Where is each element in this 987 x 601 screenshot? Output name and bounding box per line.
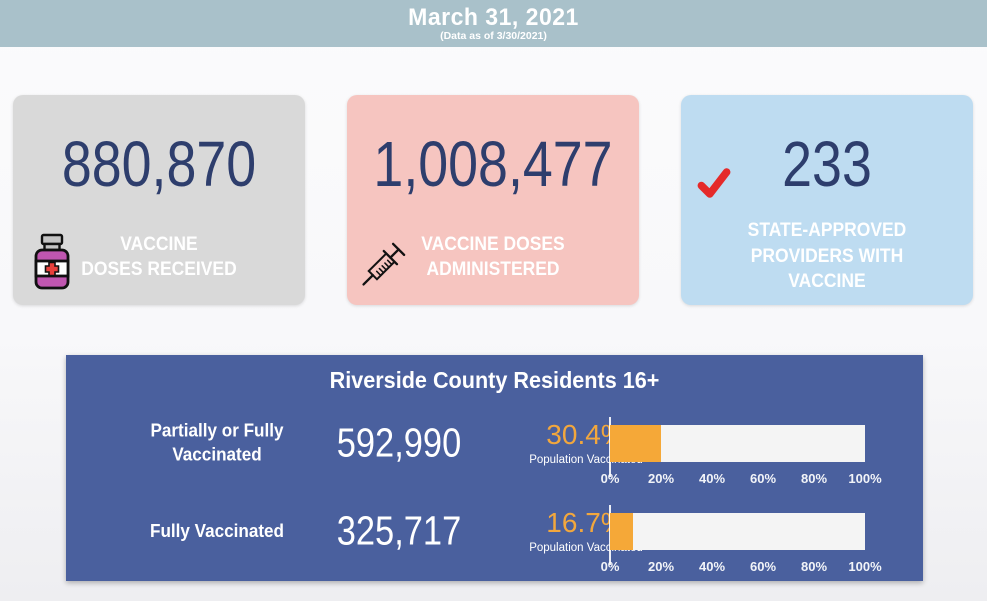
axis-tick-label: 80%: [800, 471, 828, 486]
syringe-icon: [355, 231, 417, 293]
axis-tick-label: 100%: [848, 559, 882, 574]
label-line: ADMINISTERED: [426, 259, 560, 281]
axis-tick-label: 40%: [698, 471, 726, 486]
axis-tick-label: 100%: [848, 471, 882, 486]
approved-providers-label: STATE-APPROVED PROVIDERS WITH VACCINE: [693, 218, 962, 295]
doses-received-label: VACCINE DOSES RECEIVED: [25, 232, 294, 283]
label-line: Partially or Fully: [150, 420, 284, 441]
axis-tick-label: 80%: [800, 559, 828, 574]
card-approved-providers: 233 STATE-APPROVED PROVIDERS WITH VACCIN…: [681, 95, 973, 305]
row-fully-vaccinated: Fully Vaccinated 325,717 16.7% Populatio…: [66, 491, 923, 574]
bar-track: [610, 513, 865, 550]
population-vaccinated-bar: 0% 20% 40% 60% 80% 100%: [601, 417, 882, 486]
row-count-value: 592,990: [336, 419, 462, 466]
row-label: Partially or Fully Vaccinated: [108, 419, 327, 468]
doses-received-value: 880,870: [61, 128, 257, 200]
card-doses-received: 880,870 VACCINE DOSES RECEIVED: [13, 95, 305, 305]
report-date: March 31, 2021: [408, 4, 579, 31]
label-line: PROVIDERS WITH: [750, 245, 904, 267]
axis-tick-label: 0%: [600, 559, 620, 574]
bar-axis-ticks: 0% 20% 40% 60% 80% 100%: [601, 559, 882, 575]
panel-title: Riverside County Residents 16+: [329, 367, 660, 393]
bar-axis-ticks: 0% 20% 40% 60% 80% 100%: [601, 471, 882, 487]
axis-tick-label: 0%: [600, 471, 620, 486]
bar-fill: [610, 425, 661, 462]
label-line: VACCINE: [120, 233, 198, 255]
axis-tick-label: 60%: [749, 471, 777, 486]
doses-administered-label: VACCINE DOSES ADMINISTERED: [359, 232, 628, 283]
medicine-bottle-icon: [33, 233, 71, 291]
label-line: DOSES RECEIVED: [81, 259, 237, 281]
label-line: VACCINE: [788, 271, 866, 293]
row-label: Fully Vaccinated: [108, 519, 327, 543]
row-count-value: 325,717: [336, 507, 462, 554]
data-as-of-note: (Data as of 3/30/2021): [440, 30, 547, 42]
axis-tick-label: 60%: [749, 559, 777, 574]
residents-panel: Riverside County Residents 16+ Partially…: [66, 355, 923, 581]
row-partially-or-fully-vaccinated: Partially or Fully Vaccinated 592,990 30…: [66, 403, 923, 486]
bar-fill: [610, 513, 633, 550]
card-doses-administered: 1,008,477: [347, 95, 639, 305]
axis-tick-label: 40%: [698, 559, 726, 574]
label-line: Fully Vaccinated: [149, 520, 285, 541]
doses-administered-value: 1,008,477: [373, 128, 613, 200]
label-line: STATE-APPROVED: [747, 220, 907, 242]
population-vaccinated-bar: 0% 20% 40% 60% 80% 100%: [601, 505, 882, 574]
summary-cards-row: 880,870 VACCINE DOSES RECEIVED 1,008,477: [13, 95, 973, 305]
label-line: VACCINE DOSES: [421, 233, 565, 255]
axis-tick-label: 20%: [647, 471, 675, 486]
header-bar: March 31, 2021 (Data as of 3/30/2021): [0, 0, 987, 47]
label-line: Vaccinated: [172, 445, 262, 465]
axis-tick-label: 20%: [647, 559, 675, 574]
approved-providers-value: 233: [782, 128, 872, 200]
checkmark-icon: [697, 167, 731, 199]
bar-track: [610, 425, 865, 462]
